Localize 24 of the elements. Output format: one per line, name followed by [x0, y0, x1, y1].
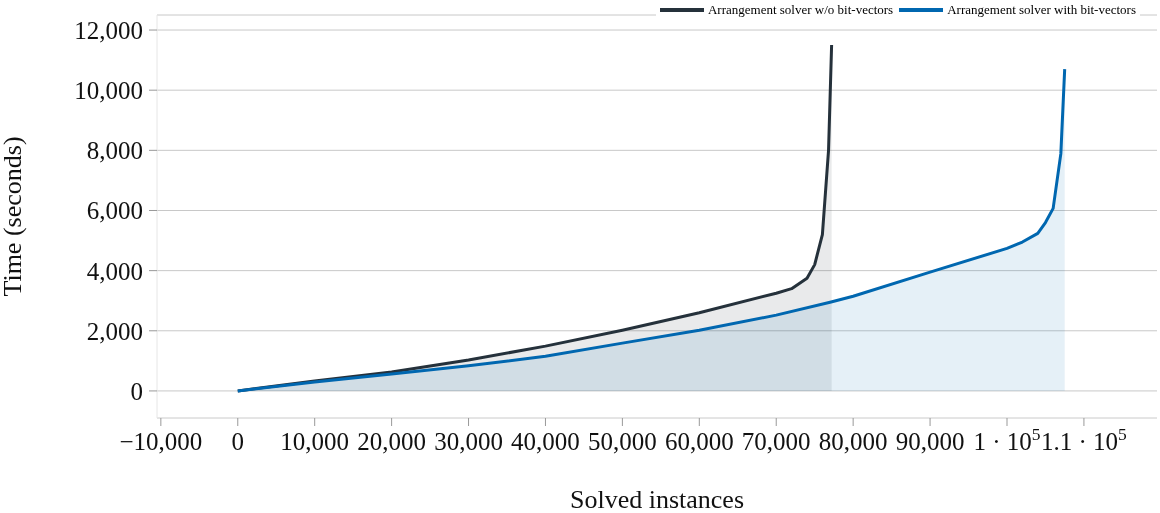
y-tick-label: 6,000 [86, 197, 143, 225]
y-tick-label: 8,000 [86, 137, 143, 165]
y-tick-label: 4,000 [86, 257, 143, 285]
x-tick-label: 90,000 [895, 428, 965, 455]
x-tick-label: 80,000 [818, 428, 888, 455]
x-tick-label: 20,000 [357, 428, 426, 455]
x-tick-label: 50,000 [588, 428, 657, 455]
x-tick-label: 60,000 [664, 428, 734, 455]
legend-label: Arrangement solver w/o bit-vectors [707, 2, 894, 18]
y-tick-label: 10,000 [74, 77, 143, 105]
x-axis-title: Solved instances [569, 485, 745, 513]
x-tick-label: 70,000 [741, 428, 811, 455]
legend-label: Arrangement solver with bit-vectors [947, 2, 1136, 18]
x-tick-label: −10,000 [119, 428, 203, 455]
x-tick-label: 40,000 [511, 428, 580, 455]
x-tick-label: 1 · 10$^{5}$ [973, 424, 1041, 455]
y-axis-title: Time (seconds) [0, 136, 28, 297]
y-tick-label: 12,000 [74, 17, 143, 45]
x-tick-label: 10,000 [280, 428, 350, 455]
x-tick-label: 1.1 · 10$^{5}$ [1041, 424, 1128, 455]
x-tick-label: 0 [231, 428, 245, 455]
y-tick-label: 2,000 [86, 317, 143, 345]
y-tick-label: 0 [130, 377, 143, 405]
x-tick-label: 30,000 [434, 428, 503, 455]
